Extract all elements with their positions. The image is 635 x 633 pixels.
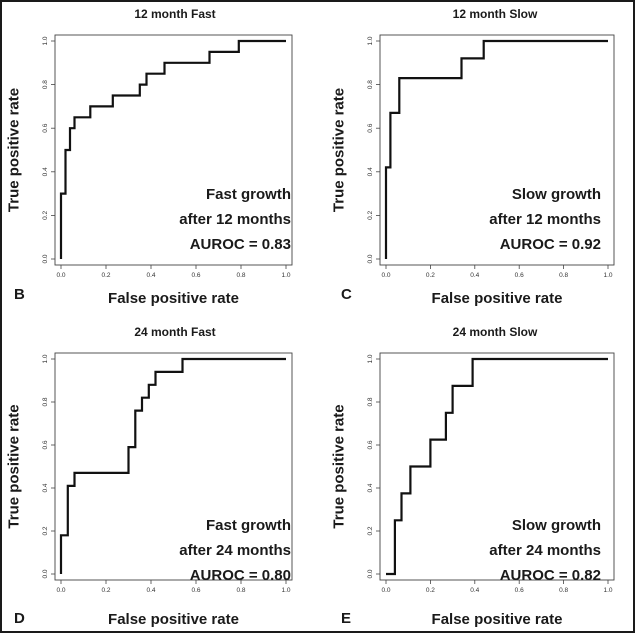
- x-tick-label: 0.2: [101, 587, 110, 594]
- y-axis-label: True positive rate: [6, 404, 23, 528]
- panel-letter: C: [341, 286, 352, 303]
- annotation-line: Fast growth: [206, 517, 291, 534]
- y-tick-label: 0.6: [42, 440, 49, 449]
- x-tick-label: 0.4: [470, 587, 479, 594]
- annotation-line: AUROC = 0.83: [190, 236, 291, 253]
- x-tick-label: 1.0: [281, 272, 290, 279]
- x-tick-label: 0.6: [515, 587, 524, 594]
- roc-panel-3: 24 month Fast 0.0 0.2 0.4 0.6 0.8 1.0 0.0 0.2 0.4…: [6, 286, 353, 628]
- roc-curve: [59, 39, 286, 259]
- y-tick-label: 0.8: [367, 397, 374, 406]
- annotation-line: after 12 months: [489, 211, 601, 228]
- x-tick-label: 0.2: [426, 272, 435, 279]
- y-tick-label: 0.8: [42, 397, 49, 406]
- annotation-line: after 24 months: [179, 542, 291, 559]
- x-tick-label: 0.0: [381, 587, 390, 594]
- y-tick-label: 0.2: [42, 526, 49, 535]
- panel-title: 12 month Slow: [453, 7, 538, 21]
- y-tick-label: 1.0: [367, 354, 374, 363]
- y-tick-label: 0.0: [42, 254, 49, 263]
- y-tick-label: 1.0: [42, 354, 49, 363]
- annotation-line: after 24 months: [489, 542, 601, 559]
- y-tick-label: 0.8: [42, 80, 49, 89]
- panel-letter: B: [14, 286, 25, 303]
- panel-title: 24 month Slow: [453, 325, 538, 339]
- annotation-line: after 12 months: [179, 211, 291, 228]
- y-axis-label: True positive rate: [331, 404, 348, 528]
- y-axis-label: True positive rate: [331, 88, 348, 212]
- plot-area: [379, 34, 615, 266]
- y-tick-label: 0.0: [42, 569, 49, 578]
- y-tick-label: 0.2: [42, 211, 49, 220]
- x-tick-label: 0.4: [146, 587, 155, 594]
- annotation-line: Slow growth: [512, 517, 601, 534]
- x-tick-label: 0.8: [236, 272, 245, 279]
- panel-letter: D: [14, 610, 25, 627]
- y-tick-label: 0.4: [367, 483, 374, 492]
- y-tick-label: 0.4: [367, 167, 374, 176]
- x-tick-label: 0.0: [56, 587, 65, 594]
- x-tick-label: 0.2: [101, 272, 110, 279]
- roc-curve: [386, 357, 608, 576]
- y-tick-label: 1.0: [367, 36, 374, 45]
- panel-title: 12 month Fast: [134, 7, 215, 21]
- y-tick-label: 0.4: [42, 167, 49, 176]
- panel-title: 24 month Fast: [134, 325, 215, 339]
- y-tick-label: 0.6: [367, 440, 374, 449]
- annotation-line: AUROC = 0.80: [190, 567, 291, 584]
- roc-curve: [384, 39, 608, 259]
- x-tick-label: 0.6: [191, 587, 200, 594]
- y-tick-label: 0.6: [42, 123, 49, 132]
- x-tick-label: 0.8: [559, 272, 568, 279]
- x-axis-label: False positive rate: [432, 611, 563, 628]
- y-tick-label: 1.0: [42, 36, 49, 45]
- roc-panel-2: 12 month Slow 0.0 0.2 0.4 0.6 0.8 1.0 0.0 0.2 0.4…: [14, 7, 615, 307]
- x-tick-label: 0.8: [559, 587, 568, 594]
- y-tick-label: 0.8: [367, 80, 374, 89]
- roc-panel-4: 24 month Slow 0.0 0.2 0.4 0.6 0.8 1.0 0.0 0.2 0.4…: [14, 325, 615, 628]
- annotation-line: Slow growth: [512, 186, 601, 203]
- x-tick-label: 0.0: [56, 272, 65, 279]
- y-tick-label: 0.0: [367, 254, 374, 263]
- x-tick-label: 0.0: [381, 272, 390, 279]
- x-tick-label: 0.2: [426, 587, 435, 594]
- annotation-line: AUROC = 0.82: [500, 567, 601, 584]
- plot-area: [54, 34, 293, 266]
- y-tick-label: 0.2: [367, 526, 374, 535]
- x-tick-label: 1.0: [603, 587, 612, 594]
- y-axis-label: True positive rate: [6, 88, 23, 212]
- x-tick-label: 0.8: [236, 587, 245, 594]
- x-axis-label: False positive rate: [108, 611, 239, 628]
- panel-letter: E: [341, 610, 351, 627]
- x-tick-label: 0.4: [470, 272, 479, 279]
- x-axis-label: False positive rate: [108, 290, 239, 307]
- annotation-line: AUROC = 0.92: [500, 236, 601, 253]
- y-tick-label: 0.2: [367, 211, 374, 220]
- roc-curve: [59, 357, 286, 574]
- x-tick-label: 0.4: [146, 272, 155, 279]
- y-tick-label: 0.4: [42, 483, 49, 492]
- x-tick-label: 1.0: [603, 272, 612, 279]
- plot-area: [54, 352, 293, 581]
- y-tick-label: 0.6: [367, 123, 374, 132]
- x-tick-label: 0.6: [191, 272, 200, 279]
- annotation-line: Fast growth: [206, 186, 291, 203]
- x-tick-label: 0.6: [515, 272, 524, 279]
- x-axis-label: False positive rate: [432, 290, 563, 307]
- x-tick-label: 1.0: [281, 587, 290, 594]
- y-tick-label: 0.0: [367, 569, 374, 578]
- roc-panel-1: 12 month Fast 0.0 0.2 0.4 0.6 0.8 1.0 0.0 0.2 0.4…: [6, 7, 293, 307]
